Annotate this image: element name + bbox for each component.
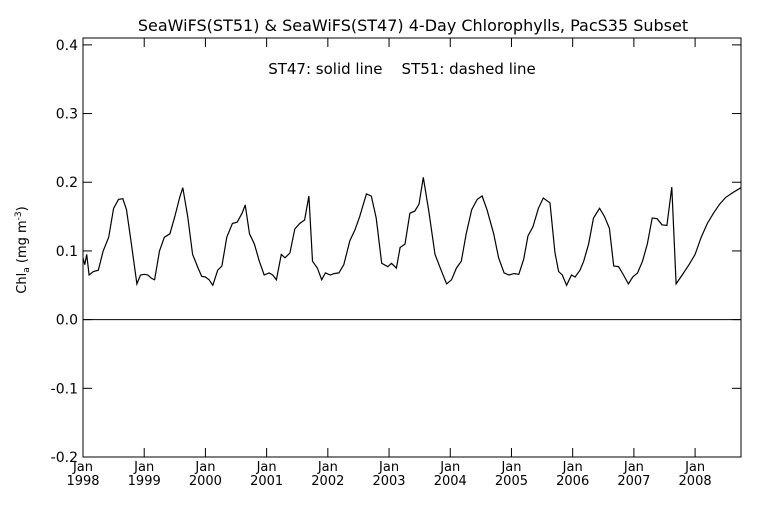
y-tick-label: -0.2 bbox=[51, 450, 78, 466]
y-axis-label-units-close: ) bbox=[15, 206, 30, 211]
x-tick-label-year: 2005 bbox=[495, 474, 528, 489]
y-tick-label: 0.4 bbox=[56, 38, 78, 54]
series-group bbox=[82, 177, 742, 287]
x-tick-label-month: Jan bbox=[623, 460, 644, 475]
y-axis-label-units-sup: -3 bbox=[14, 211, 24, 220]
x-tick-label-month: Jan bbox=[378, 460, 399, 475]
x-tick-label-year: 1999 bbox=[128, 474, 161, 489]
y-tick-label: -0.1 bbox=[51, 381, 78, 397]
y-axis-label-subscript: a bbox=[22, 267, 32, 273]
y-axis-label-main: Chl bbox=[15, 273, 30, 294]
x-tick-label-year: 1998 bbox=[66, 474, 99, 489]
y-tick-label: 0.0 bbox=[56, 313, 78, 329]
chart-title: SeaWiFS(ST51) & SeaWiFS(ST47) 4-Day Chlo… bbox=[138, 16, 688, 35]
y-axis-label: Chla (mg m-3) bbox=[14, 206, 32, 293]
x-tick-label-year: 2002 bbox=[311, 474, 344, 489]
series-annotation: ST47: solid line ST51: dashed line bbox=[268, 60, 536, 78]
x-tick-label-year: 2007 bbox=[617, 474, 650, 489]
series-line-st47 bbox=[82, 177, 742, 287]
x-tick-label-year: 2004 bbox=[434, 474, 467, 489]
x-tick-label-year: 2008 bbox=[679, 474, 712, 489]
x-tick-label-year: 2000 bbox=[189, 474, 222, 489]
y-axis-label-units-open: (mg m bbox=[15, 220, 30, 267]
x-tick-label-month: Jan bbox=[500, 460, 521, 475]
x-tick-label-month: Jan bbox=[72, 460, 93, 475]
x-tick-label-year: 2003 bbox=[372, 474, 405, 489]
x-tick-label-month: Jan bbox=[562, 460, 583, 475]
x-tick-label-year: 2006 bbox=[556, 474, 589, 489]
y-axis-ticks: -0.2 -0.1 0.0 0.1 0.2 0.3 0.4 bbox=[51, 38, 741, 466]
x-tick-label-month: Jan bbox=[194, 460, 215, 475]
x-tick-label-month: Jan bbox=[317, 460, 338, 475]
x-tick-label-year: 2001 bbox=[250, 474, 283, 489]
y-tick-label: 0.1 bbox=[56, 244, 78, 260]
x-tick-label-month: Jan bbox=[133, 460, 154, 475]
y-tick-label: 0.3 bbox=[56, 107, 78, 123]
x-axis-ticks: Jan1998Jan1999Jan2000Jan2001Jan2002Jan20… bbox=[66, 38, 712, 489]
x-tick-label-month: Jan bbox=[439, 460, 460, 475]
y-tick-label: 0.2 bbox=[56, 175, 78, 191]
x-tick-label-month: Jan bbox=[684, 460, 705, 475]
plot-frame bbox=[82, 37, 742, 458]
x-tick-label-month: Jan bbox=[256, 460, 277, 475]
